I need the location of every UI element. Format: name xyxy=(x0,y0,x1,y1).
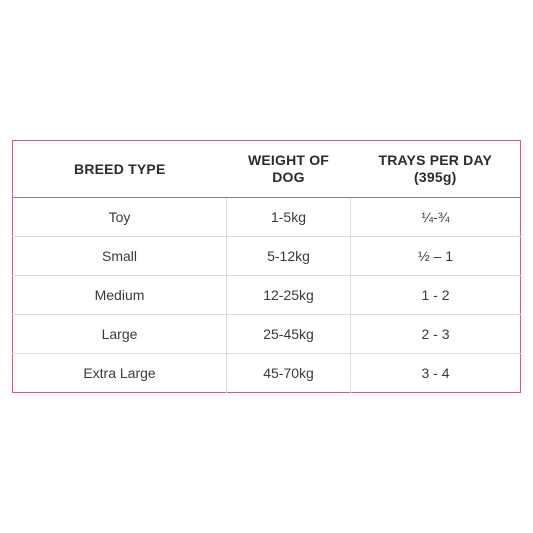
header-breed-type: BREED TYPE xyxy=(12,140,227,198)
header-trays-line-1: TRAYS PER DAY xyxy=(378,152,493,168)
header-trays-line-2: (395g) xyxy=(414,169,457,185)
trays-cell: 2 - 3 xyxy=(350,314,521,354)
table-header: BREED TYPE WEIGHT OF DOG TRAYS PER DAY (… xyxy=(12,140,521,198)
table-row: Small 5-12kg ½ – 1 xyxy=(12,236,521,276)
trays-cell: 3 - 4 xyxy=(350,353,521,393)
breed-cell: Small xyxy=(12,236,227,276)
header-breed-type-label: BREED TYPE xyxy=(74,160,166,177)
weight-cell: 45-70kg xyxy=(226,353,351,393)
trays-cell: ½ – 1 xyxy=(350,236,521,276)
breed-cell: Medium xyxy=(12,275,227,315)
header-weight-of-dog: WEIGHT OF DOG xyxy=(226,140,351,198)
breed-cell: Extra Large xyxy=(12,353,227,393)
table-row: Toy 1-5kg ¼-¾ xyxy=(13,197,521,237)
trays-cell: ¼-¾ xyxy=(350,197,521,237)
breed-cell: Large xyxy=(12,314,227,354)
header-row: BREED TYPE WEIGHT OF DOG TRAYS PER DAY (… xyxy=(12,140,521,198)
table-row: Extra Large 45-70kg 3 - 4 xyxy=(12,353,521,393)
table-body: Toy 1-5kg ¼-¾ Small 5-12kg ½ – 1 Medium … xyxy=(12,197,521,393)
trays-cell: 1 - 2 xyxy=(350,275,521,315)
header-trays-per-day: TRAYS PER DAY (395g) xyxy=(350,140,521,198)
weight-cell: 1-5kg xyxy=(226,197,351,237)
weight-cell: 25-45kg xyxy=(226,314,351,354)
weight-cell: 12-25kg xyxy=(226,275,351,315)
weight-cell: 5-12kg xyxy=(226,236,351,276)
header-weight-line-2: DOG xyxy=(272,169,305,185)
table-row: Medium 12-25kg 1 - 2 xyxy=(12,275,521,315)
header-weight-line-1: WEIGHT OF xyxy=(247,152,330,168)
breed-cell: Toy xyxy=(108,209,131,225)
feeding-guide-table: BREED TYPE WEIGHT OF DOG TRAYS PER DAY (… xyxy=(12,140,521,393)
table-row: Large 25-45kg 2 - 3 xyxy=(12,314,521,354)
